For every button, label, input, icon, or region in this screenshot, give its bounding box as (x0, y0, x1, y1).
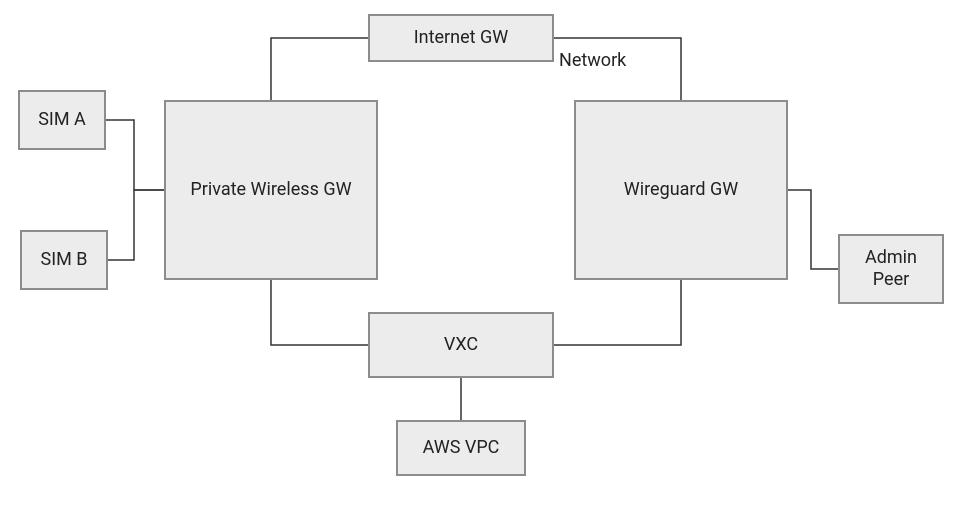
edge (271, 38, 368, 100)
node-private-wireless-gw: Private Wireless GW (164, 100, 378, 280)
node-label: AWS VPC (423, 437, 500, 460)
edge (108, 190, 164, 260)
edge (554, 280, 681, 345)
node-label: Admin Peer (846, 247, 936, 292)
node-aws-vpc: AWS VPC (396, 420, 526, 476)
node-label: Private Wireless GW (190, 179, 351, 202)
edge (271, 280, 368, 345)
edge-label-network: Network (559, 50, 626, 71)
edge (106, 120, 164, 190)
node-label: VXC (444, 334, 478, 357)
node-admin-peer: Admin Peer (838, 234, 944, 304)
node-sim-a: SIM A (18, 90, 106, 150)
node-label: SIM A (38, 109, 86, 132)
node-internet-gw: Internet GW (368, 14, 554, 62)
node-label: SIM B (41, 249, 88, 272)
node-sim-b: SIM B (20, 230, 108, 290)
node-label: Internet GW (414, 27, 508, 50)
node-label: Wireguard GW (624, 179, 738, 202)
edge (788, 190, 838, 269)
node-wireguard-gw: Wireguard GW (574, 100, 788, 280)
diagram-canvas: SIM A SIM B Private Wireless GW Internet… (0, 0, 960, 506)
node-vxc: VXC (368, 312, 554, 378)
